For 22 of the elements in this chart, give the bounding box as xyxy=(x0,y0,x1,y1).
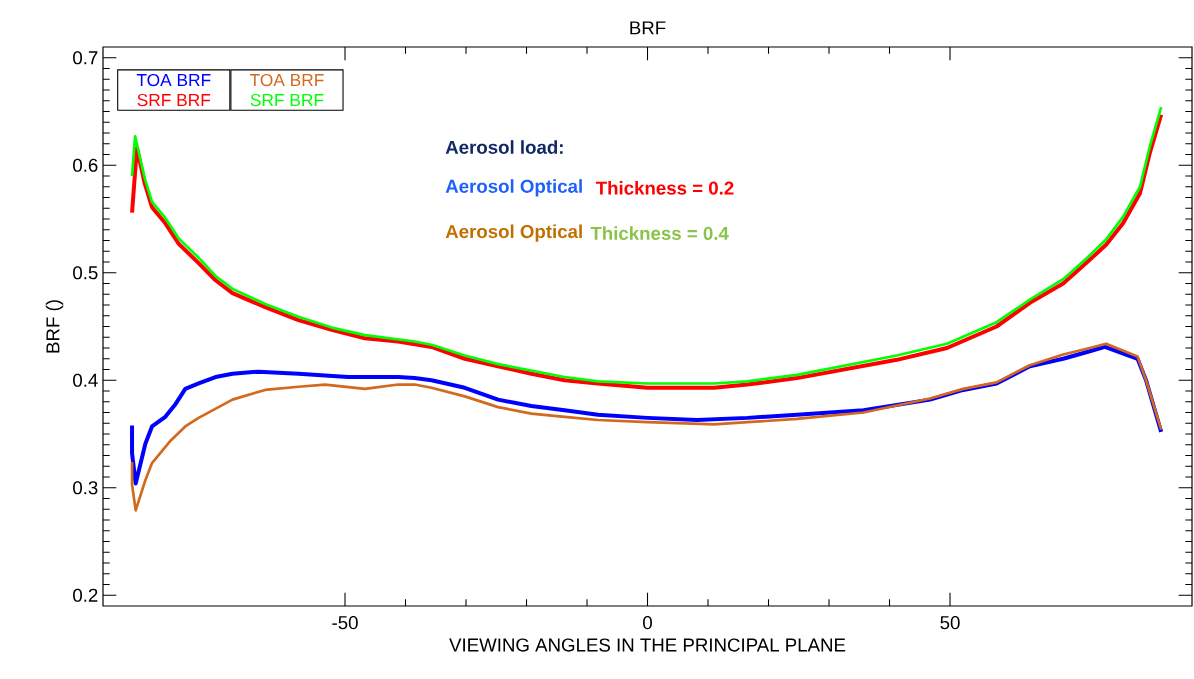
y-axis-title: BRF () xyxy=(45,300,64,353)
x-tick-label: 50 xyxy=(940,616,960,630)
annotation: Aerosol load: xyxy=(445,140,563,154)
text: TOA BRF xyxy=(136,73,211,87)
text: TOA BRF xyxy=(249,73,324,87)
y-tick-label: 0.5 xyxy=(73,266,98,280)
line-series xyxy=(130,342,1163,512)
y-tick-label: 0.6 xyxy=(73,158,98,172)
y-tick-label: 0.3 xyxy=(73,481,98,495)
chart-title: BRF xyxy=(630,21,666,35)
x-tick-label: -50 xyxy=(332,616,358,630)
y-tick-label: 0.4 xyxy=(73,373,98,387)
text: SRF BRF xyxy=(250,93,324,107)
annotation: Thickness = 0.2 xyxy=(595,181,734,195)
annotation: Aerosol Optical xyxy=(445,224,582,242)
annotation: Thickness = 0.4 xyxy=(590,226,729,240)
y-tick-label: 0.7 xyxy=(73,51,98,65)
x-tick-label: 0 xyxy=(643,616,652,630)
x-axis-title: VIEWING ANGLES IN THE PRINCIPAL PLANE xyxy=(449,638,846,652)
text: SRF BRF xyxy=(137,93,211,107)
y-tick-label: 0.2 xyxy=(73,588,98,602)
annotation: Aerosol Optical xyxy=(445,179,582,197)
